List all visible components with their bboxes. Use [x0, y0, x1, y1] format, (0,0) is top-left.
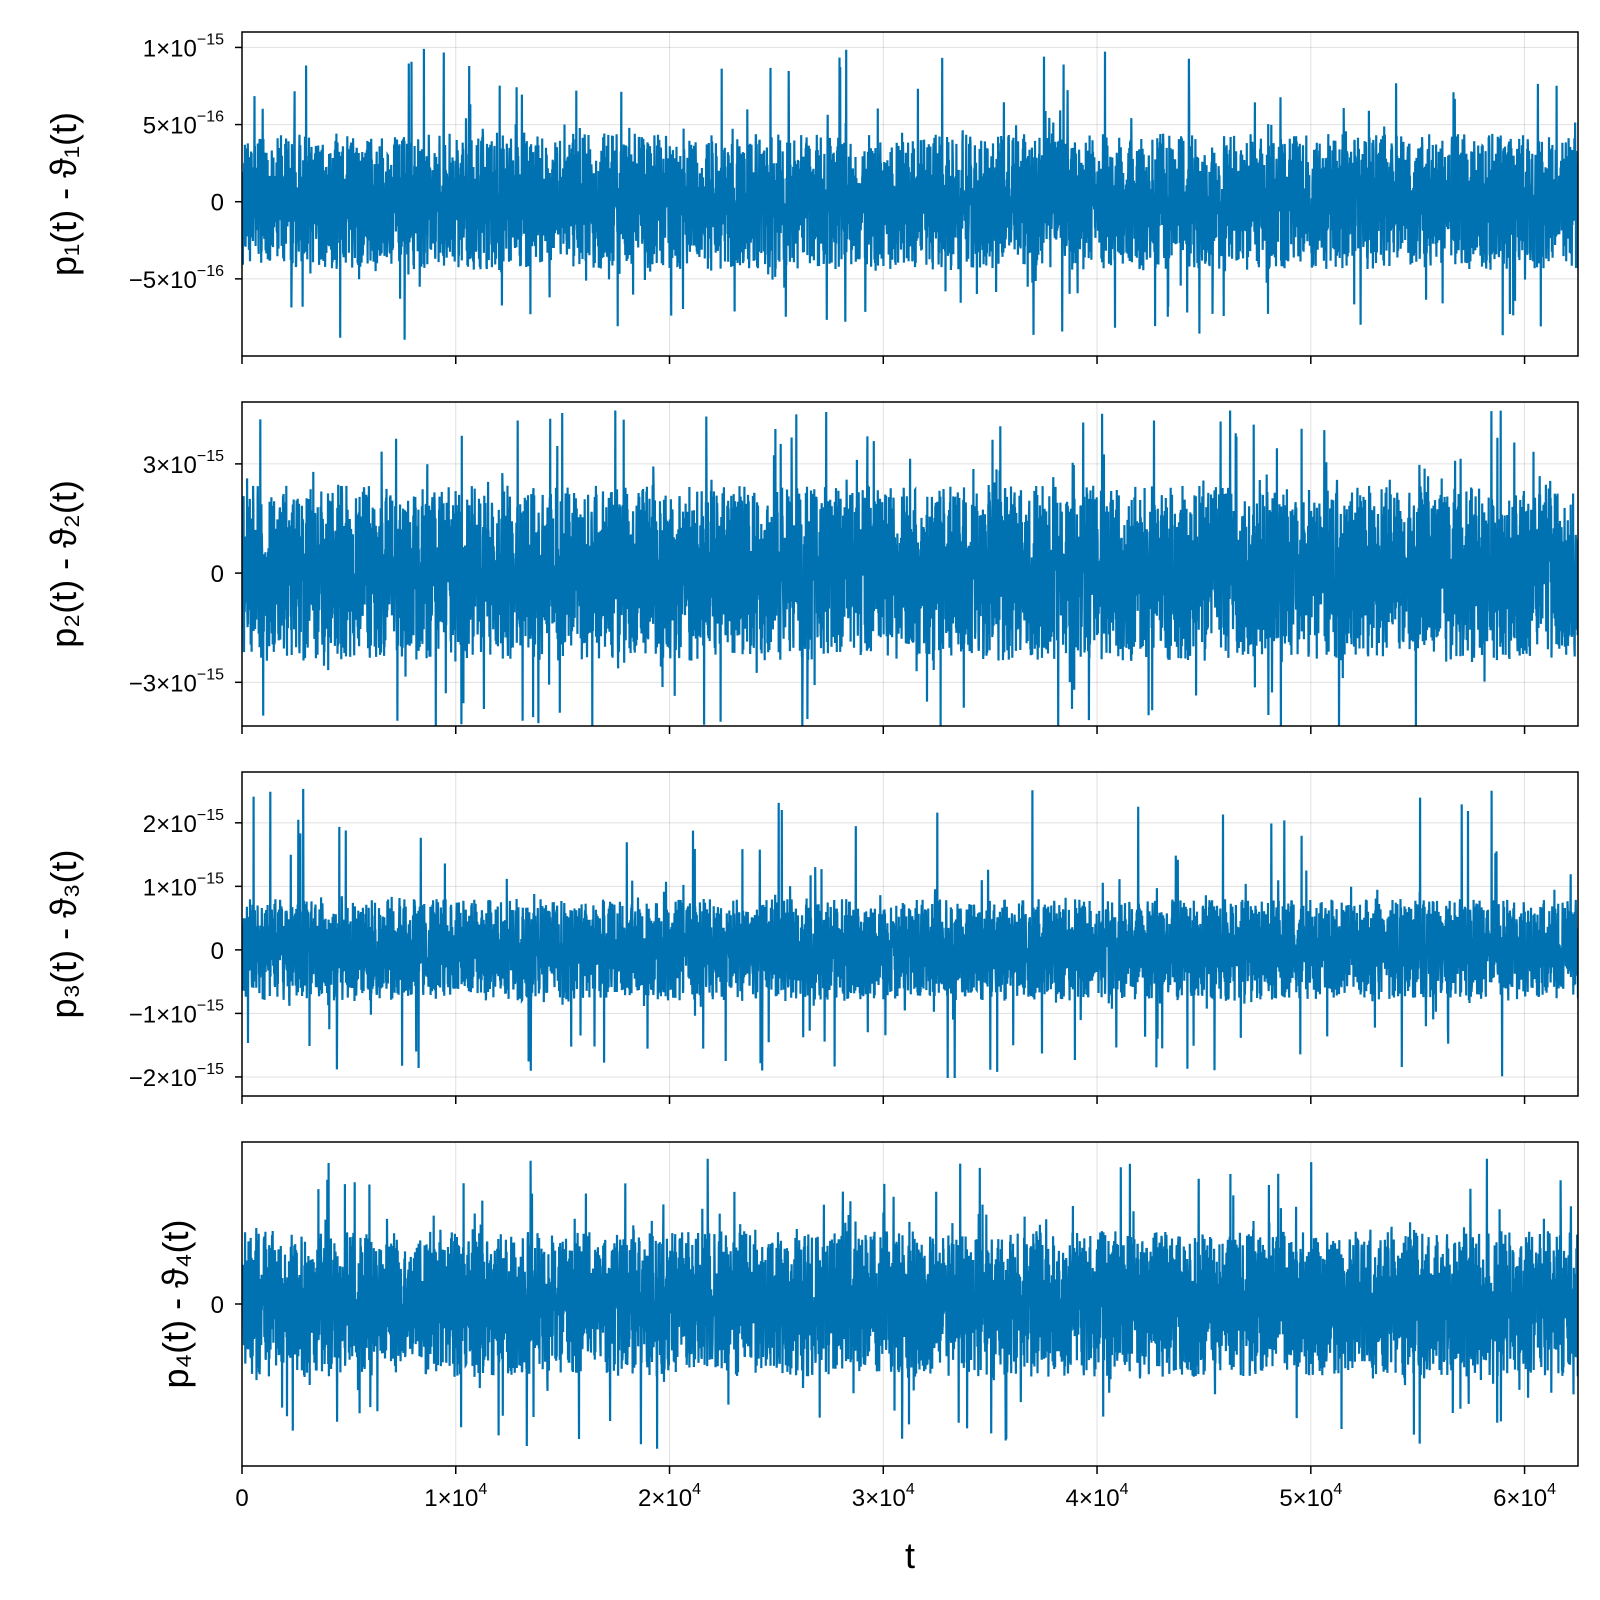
- y-tick-label-exponent: −15: [197, 666, 224, 683]
- x-tick-label-mantissa: 4×10: [1066, 1485, 1120, 1512]
- x-tick-label: 1×104: [424, 1481, 487, 1512]
- y-tick-label-mantissa: 0: [211, 561, 224, 588]
- y-tick-label: −2×10−15: [129, 1061, 224, 1092]
- series-line: [242, 1158, 1578, 1449]
- x-tick-label: 6×104: [1493, 1481, 1556, 1512]
- y-tick-label-exponent: −16: [197, 263, 224, 280]
- y-tick-label: −1×10−15: [129, 997, 224, 1028]
- y-tick-label: 0: [211, 190, 224, 217]
- y-tick-label-exponent: −15: [197, 31, 224, 48]
- y-axis-title: p₃(t) - ϑ₃(t): [43, 850, 84, 1019]
- y-tick-label-mantissa: 2×10: [143, 811, 197, 838]
- y-tick-label-exponent: −15: [197, 807, 224, 824]
- y-tick-label-mantissa: 0: [211, 1292, 224, 1319]
- y-tick-label: −5×10−16: [129, 263, 224, 294]
- y-axis-title: p₁(t) - ϑ₁(t): [43, 112, 84, 276]
- y-tick-label-mantissa: 0: [211, 938, 224, 965]
- x-tick-label-mantissa: 1×10: [424, 1485, 478, 1512]
- x-tick-label: 3×104: [852, 1481, 915, 1512]
- y-tick-label: 1×10−15: [143, 870, 224, 901]
- x-tick-label-exponent: 4: [692, 1481, 701, 1498]
- y-tick-label-exponent: −15: [197, 997, 224, 1014]
- y-tick-label-mantissa: −2×10: [129, 1065, 197, 1092]
- y-tick-label: 0: [211, 938, 224, 965]
- x-axis-title: t: [905, 1535, 915, 1576]
- series-line: [242, 48, 1578, 340]
- series-line: [242, 788, 1578, 1079]
- x-tick-label-mantissa: 2×10: [638, 1485, 692, 1512]
- plot-frame: [241, 401, 1579, 727]
- y-tick-label-mantissa: 5×10: [143, 113, 197, 140]
- y-tick-label-mantissa: 1×10: [143, 874, 197, 901]
- x-tick-label-mantissa: 3×10: [852, 1485, 906, 1512]
- x-tick-label-exponent: 4: [1547, 1481, 1556, 1498]
- y-tick-label: −3×10−15: [129, 666, 224, 697]
- y-tick-label-mantissa: −3×10: [129, 670, 197, 697]
- plot-frame: [241, 31, 1579, 357]
- y-axis-title: p₂(t) - ϑ₂(t): [43, 480, 84, 648]
- x-tick-label-exponent: 4: [1120, 1481, 1129, 1498]
- y-tick-label-mantissa: 3×10: [143, 452, 197, 479]
- x-tick-label-mantissa: 6×10: [1493, 1485, 1547, 1512]
- x-tick-label: 0: [235, 1485, 248, 1512]
- y-tick-label: 0: [211, 1292, 224, 1319]
- x-tick-label-mantissa: 0: [235, 1485, 248, 1512]
- series-line: [242, 410, 1578, 726]
- y-tick-label-mantissa: −5×10: [129, 267, 197, 294]
- panel-4: 0p₄(t) - ϑ₄(t)0 1×104 2×104 3×104 4×104 5×104…: [155, 1141, 1579, 1576]
- y-tick-label-exponent: −15: [197, 1061, 224, 1078]
- y-tick-label-mantissa: 1×10: [143, 35, 197, 62]
- y-tick-label: 1×10−15: [143, 31, 224, 62]
- x-tick-label-exponent: 4: [1333, 1481, 1342, 1498]
- x-tick-label: 2×104: [638, 1481, 701, 1512]
- y-tick-label: 5×10−16: [143, 109, 224, 140]
- x-tick-label-exponent: 4: [478, 1481, 487, 1498]
- x-tick-label-exponent: 4: [906, 1481, 915, 1498]
- x-tick-label: 5×104: [1279, 1481, 1342, 1512]
- x-tick-label: 4×104: [1066, 1481, 1129, 1512]
- y-tick-label-exponent: −16: [197, 109, 224, 126]
- plot-frame: [241, 771, 1579, 1097]
- y-tick-label: 0: [211, 561, 224, 588]
- y-tick-label: 2×10−15: [143, 807, 224, 838]
- y-tick-label-exponent: −15: [197, 870, 224, 887]
- y-tick-label-mantissa: −1×10: [129, 1001, 197, 1028]
- y-tick-label: 3×10−15: [143, 448, 224, 479]
- y-tick-label-exponent: −15: [197, 448, 224, 465]
- y-tick-label-mantissa: 0: [211, 190, 224, 217]
- y-axis-title: p₄(t) - ϑ₄(t): [155, 1219, 196, 1388]
- x-tick-label-mantissa: 5×10: [1279, 1485, 1333, 1512]
